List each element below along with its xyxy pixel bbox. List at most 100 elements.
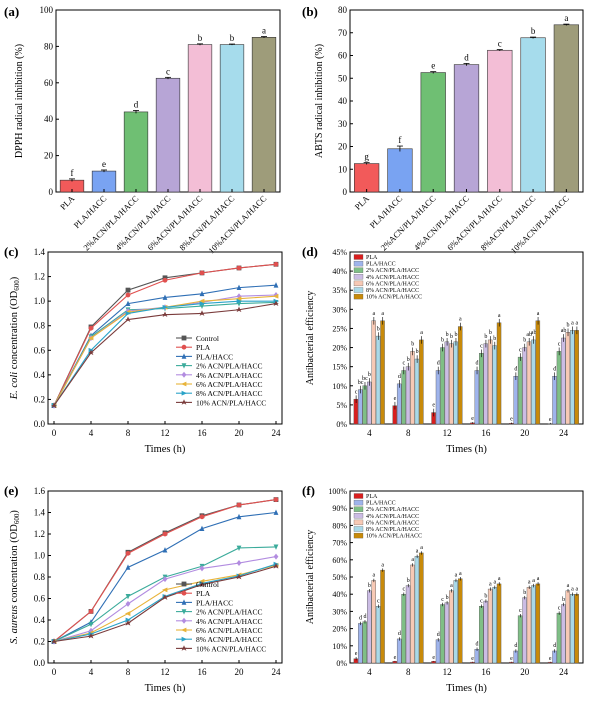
y-axis-label: S. aureus concentration (OD600) [9,510,21,644]
significance-letter: f [398,135,401,145]
significance-letter: b [230,33,235,43]
x-tick-label: 8 [126,667,131,677]
significance-letter: d [437,632,440,638]
bar [414,358,420,425]
bar [371,320,376,425]
data-point [162,277,168,283]
bar [552,376,557,425]
data-point [199,298,205,304]
data-point [273,282,279,288]
significance-letter: g [364,152,369,162]
data-point [273,544,279,550]
bar [444,341,450,425]
bar [565,332,571,425]
data-point [199,310,205,316]
data-point [125,311,131,316]
panel-label: (c) [4,244,18,259]
legend-label: PLA [366,494,378,500]
panel-label: (d) [302,244,318,259]
y-tick-label: 30% [332,607,347,616]
significance-letter: bc [362,376,368,382]
data-point [125,617,131,623]
bar [405,366,411,425]
legend-swatch [353,260,364,267]
bar [410,564,415,664]
bar [396,638,402,664]
y-tick-label: 0.8 [34,572,46,582]
bar [401,594,406,664]
y-tick-label: 25% [332,324,347,333]
legend-label: 8% ACN/PLA/HACC [366,527,419,533]
legend-swatch [353,287,364,293]
bar [561,337,566,425]
bar [487,588,493,664]
data-point [181,390,187,396]
x-tick-label: 4 [89,428,94,438]
legend-label: 4% ACN/PLA/HACC [196,371,262,380]
x-tick-label: 20 [235,428,245,438]
bar [535,583,541,664]
significance-letter: d [514,366,517,372]
significance-letter: a [381,562,384,568]
bar [556,351,562,425]
legend-swatch [353,532,364,539]
legend-label: 6% ACN/PLA/HACC [366,520,419,526]
data-point [273,497,279,502]
y-axis-label-subscript: 600 [13,513,21,524]
significance-letter: b [484,593,487,599]
data-point [181,590,187,596]
legend-label: 6% ACN/PLA/HACC [366,281,419,287]
x-tick-label: 24 [272,667,282,677]
bar [358,389,363,425]
significance-letter: b [531,26,536,36]
significance-letter: a [420,545,423,551]
y-axis-label-organism: E. coli [9,372,20,400]
x-tick-label: PLA [353,193,372,212]
significance-letter: e [355,651,358,657]
significance-letter: e [549,417,552,423]
y-tick-label: 45% [332,248,347,257]
significance-letter: b [446,595,449,601]
bar [453,580,458,664]
data-point [236,502,242,508]
bar [479,606,484,664]
data-point [162,587,168,593]
data-point [162,576,168,583]
significance-letter: e [510,416,513,422]
legend-label: 8% ACN/PLA/HACC [196,635,262,644]
data-point [199,270,205,276]
bar [410,351,415,425]
x-tick-label: 12 [161,667,170,677]
significance-letter: c [402,361,405,367]
bar [444,602,450,664]
data-point [181,609,187,615]
data-point [273,261,279,267]
x-tick-label: 24 [559,428,569,438]
bar [414,556,420,664]
significance-letter: a [576,586,579,592]
significance-letter: c [558,342,561,348]
bar [91,170,117,193]
data-point [51,638,57,644]
data-point [181,363,187,369]
bar [565,590,571,664]
data-point [236,284,242,291]
y-tick-label: 60 [44,78,54,88]
bar [362,385,367,425]
bar [219,44,245,193]
bar [387,148,413,193]
data-point [199,581,205,587]
bar [371,580,376,664]
x-tick-label: 10%ACN/PLA/HACC [206,193,268,255]
significance-letter: d [476,361,479,367]
legend-label: 2% ACN/PLA/HACC [196,362,262,371]
bar [556,612,562,664]
bar [419,552,424,664]
bar [362,621,367,664]
bar [449,590,454,664]
y-tick-label: 40% [332,590,347,599]
data-point [125,611,131,616]
bar [479,353,484,425]
x-tick-label: 4 [367,667,372,677]
x-tick-label: 8 [406,428,411,438]
